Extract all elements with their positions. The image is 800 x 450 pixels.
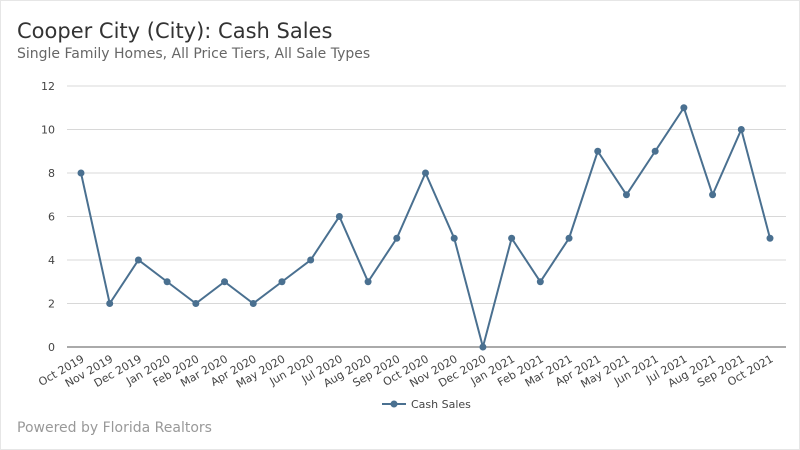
data-point: [364, 278, 372, 286]
data-point: [536, 278, 544, 286]
data-point: [680, 104, 688, 112]
data-point: [278, 278, 286, 286]
data-point: [565, 234, 573, 242]
data-point: [737, 126, 745, 133]
data-point: [766, 234, 774, 242]
y-tick-label: 6: [48, 211, 55, 224]
data-point: [622, 191, 630, 199]
data-point: [106, 300, 114, 307]
data-point: [651, 147, 659, 155]
y-tick-label: 12: [41, 80, 55, 93]
data-point: [77, 169, 85, 177]
legend-marker: [390, 400, 398, 408]
series-line: [80, 105, 771, 351]
data-point: [249, 300, 257, 307]
data-point: [508, 234, 516, 242]
data-point: [479, 343, 487, 351]
powered-by-footer: Powered by Florida Realtors: [17, 420, 212, 436]
data-point: [307, 256, 315, 264]
chart-title: Cooper City (City): Cash Sales: [17, 19, 333, 43]
data-point: [422, 169, 429, 177]
data-point: [134, 256, 142, 264]
data-point: [335, 213, 343, 220]
data-point: [709, 191, 717, 199]
legend-label: Cash Sales: [411, 398, 471, 411]
y-tick-label: 8: [48, 167, 55, 180]
data-point: [393, 234, 401, 242]
data-point: [221, 278, 229, 286]
y-tick-label: 4: [48, 254, 55, 267]
data-point: [163, 278, 171, 286]
chart-subtitle: Single Family Homes, All Price Tiers, Al…: [17, 46, 371, 62]
data-point: [192, 300, 200, 307]
y-tick-label: 0: [48, 341, 55, 354]
data-point: [450, 234, 458, 242]
y-tick-label: 2: [48, 298, 55, 311]
y-tick-label: 10: [41, 124, 55, 137]
data-point: [594, 147, 602, 155]
